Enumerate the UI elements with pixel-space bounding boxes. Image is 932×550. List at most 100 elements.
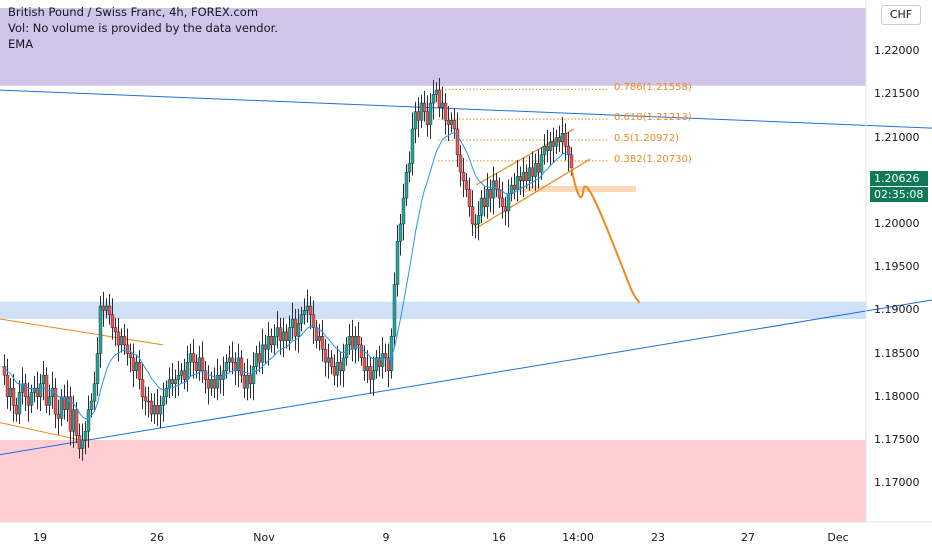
candle-body — [425, 111, 430, 125]
y-tick-label: 1.21000 — [874, 130, 920, 144]
candle-body — [416, 111, 421, 121]
y-tick-label: 1.20000 — [874, 216, 920, 230]
candle-body — [341, 357, 346, 372]
candle — [512, 172, 517, 200]
candle-body — [251, 366, 256, 384]
candle-body — [536, 163, 541, 173]
candle — [98, 296, 103, 368]
candle — [500, 181, 505, 219]
candle — [380, 337, 385, 379]
candle — [332, 354, 337, 386]
candle — [62, 384, 67, 420]
candle-body — [314, 327, 319, 341]
candle-body — [512, 184, 517, 190]
candle — [200, 341, 205, 383]
candle — [404, 164, 409, 206]
candle — [101, 291, 106, 327]
candle — [401, 183, 406, 241]
candle — [161, 382, 166, 422]
candle — [437, 77, 442, 118]
y-tick-label: 1.17000 — [874, 476, 920, 490]
candle-body — [53, 387, 58, 415]
candle — [155, 388, 160, 427]
candle — [494, 172, 499, 198]
candle-body — [563, 133, 568, 147]
candle — [185, 345, 190, 392]
currency-button[interactable]: CHF — [881, 5, 921, 25]
x-tick-label: Nov — [253, 531, 275, 544]
candle — [431, 80, 436, 120]
candle-body — [542, 146, 547, 156]
candle — [419, 95, 424, 129]
candle — [80, 423, 85, 461]
candle-body — [272, 336, 277, 346]
ema-indicator-label[interactable]: EMA — [8, 37, 34, 51]
candle — [560, 116, 565, 154]
candle-body — [164, 387, 169, 397]
candle — [422, 90, 427, 122]
candle-body — [179, 370, 184, 376]
candle — [92, 371, 97, 411]
candle — [314, 319, 319, 349]
candle — [557, 125, 562, 152]
candle-body — [413, 111, 418, 130]
candle-body — [431, 94, 436, 104]
candle-body — [458, 154, 463, 173]
candle — [245, 358, 250, 401]
volume-note: Vol: No volume is provided by the data v… — [8, 21, 278, 35]
candle — [8, 378, 13, 411]
candle-body — [452, 120, 457, 130]
candle — [14, 397, 19, 422]
y-tick-label: 1.17500 — [874, 432, 920, 446]
candle-body — [80, 439, 85, 449]
x-tick-label: 23 — [651, 531, 665, 544]
candle-body — [188, 353, 193, 363]
candle — [197, 345, 202, 381]
candle-body — [530, 167, 535, 177]
candle-body — [485, 189, 490, 207]
candle-body — [449, 120, 454, 125]
candle — [425, 95, 430, 137]
candle-body — [461, 171, 466, 181]
candle — [110, 298, 115, 340]
candle-body — [560, 133, 565, 143]
candle — [218, 365, 223, 394]
candle-body — [470, 206, 475, 225]
candle — [269, 328, 274, 353]
candle — [563, 123, 568, 161]
ema-line — [1, 132, 572, 420]
candle-body — [335, 361, 340, 376]
candle-body — [26, 396, 31, 406]
bar-countdown-badge: 02:35:08 — [870, 187, 928, 202]
candle-body — [557, 137, 562, 143]
candle — [551, 127, 556, 163]
candle-body — [155, 405, 160, 415]
candle-body — [506, 193, 511, 212]
candle-body — [437, 89, 442, 108]
candle-body — [527, 167, 532, 181]
candle-body — [401, 197, 406, 225]
candle-body — [146, 400, 151, 403]
current-price-badge: 1.20626 — [870, 171, 928, 186]
candle-body — [197, 357, 202, 372]
candle-body — [350, 336, 355, 350]
candle-body — [125, 344, 130, 354]
candle-body — [317, 336, 322, 341]
candle-body — [101, 305, 106, 311]
candle — [212, 367, 217, 399]
candle-body — [392, 284, 397, 337]
candle-body — [140, 379, 145, 397]
candle — [341, 343, 346, 388]
x-tick-label: 26 — [150, 531, 164, 544]
candle-body — [407, 163, 412, 173]
candle — [89, 393, 94, 418]
candle-body — [518, 176, 523, 181]
candle-body — [74, 409, 79, 436]
old-channel-line-lower — [0, 422, 81, 441]
candle-body — [194, 361, 199, 372]
support-trendline — [0, 299, 932, 456]
candle — [248, 365, 253, 399]
candle-body — [182, 370, 187, 380]
candle-body — [23, 383, 28, 397]
